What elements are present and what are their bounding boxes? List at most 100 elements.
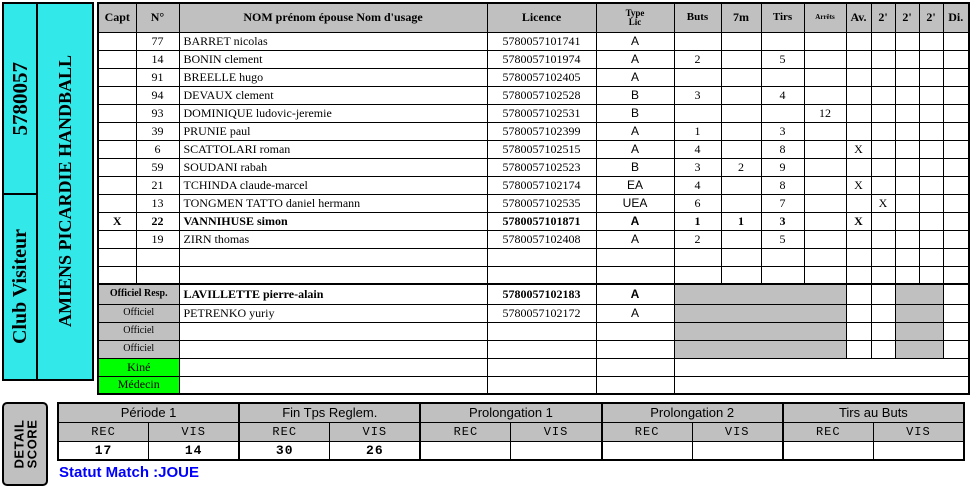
cell-licence: 5780057102405	[486, 67, 597, 87]
score-period-header-row: Période 1 Fin Tps Reglem. Prolongation 1 Pr…	[57, 402, 965, 423]
cell-p2b	[894, 175, 920, 195]
cell-av	[845, 193, 872, 213]
score-col-vis: VIS	[691, 421, 784, 442]
cell-di	[942, 31, 970, 51]
official-row: Officiel Resp. LAVILLETTE pierre-alain 578…	[97, 283, 970, 305]
cell-buts: 3	[673, 85, 722, 105]
score-value-rec: 30	[238, 440, 331, 461]
cell-buts: 1	[673, 121, 722, 141]
cell-di	[942, 49, 970, 69]
cell-di	[942, 85, 970, 105]
cell-tirs	[760, 103, 805, 123]
cell-av	[845, 283, 872, 305]
cell-p2c	[918, 247, 944, 267]
player-row: 19 ZIRN thomas 5780057102408 A 2 5	[97, 229, 970, 249]
cell-av	[845, 339, 872, 359]
cell-m7	[720, 49, 762, 69]
stats-blocked-cell	[673, 283, 847, 305]
club-name: AMIENS PICARDIE HANDBALL	[54, 55, 75, 328]
cell-type: A	[595, 31, 675, 51]
score-value-vis	[510, 440, 603, 461]
cell-num: 39	[135, 121, 180, 141]
cell-capt	[97, 121, 137, 141]
cell-name: SCATTOLARI roman	[178, 139, 488, 159]
cell-tirs: 4	[760, 85, 805, 105]
cell-p2c	[918, 229, 944, 249]
cell-buts: 1	[673, 211, 722, 231]
score-recvis-header-row: REC VIS REC VIS REC VIS REC VIS REC VIS	[57, 421, 965, 442]
cell-num: 77	[135, 31, 180, 51]
score-value-rec: 17	[57, 440, 150, 461]
cell-num: 6	[135, 139, 180, 159]
score-col-rec: REC	[238, 421, 331, 442]
cell-name	[178, 321, 488, 341]
cell-di	[942, 339, 970, 359]
col-header-av: Av.	[845, 2, 872, 33]
cell-num: 93	[135, 103, 180, 123]
cell-p2b	[894, 103, 920, 123]
cell-licence	[486, 357, 597, 377]
club-code-cell: 5780057	[2, 2, 38, 195]
cell-name: ZIRN thomas	[178, 229, 488, 249]
cell-num	[135, 247, 180, 267]
cell-licence	[486, 321, 597, 341]
score-value-rec	[600, 440, 693, 461]
cell-type: A	[595, 67, 675, 87]
cell-arrets	[803, 247, 847, 267]
cell-licence: 5780057101974	[486, 49, 597, 69]
cell-type: A	[595, 303, 675, 323]
cell-p2a	[870, 247, 896, 267]
cell-p2a: X	[870, 193, 896, 213]
score-detail-table: Période 1 Fin Tps Reglem. Prolongation 1 Pr…	[57, 402, 965, 461]
cell-licence	[486, 247, 597, 267]
cell-p2a	[870, 303, 896, 323]
score-values-row: 17 14 30 26	[57, 440, 965, 461]
cell-av	[845, 49, 872, 69]
cell-type: A	[595, 121, 675, 141]
cell-arrets	[803, 265, 847, 285]
cell-di	[942, 265, 970, 285]
cell-licence: 5780057102183	[486, 283, 597, 305]
cell-m7: 1	[720, 211, 762, 231]
cell-licence	[486, 375, 597, 395]
cell-m7	[720, 229, 762, 249]
cell-tirs	[760, 31, 805, 51]
cell-arrets	[803, 175, 847, 195]
cell-name	[178, 265, 488, 285]
cell-type: B	[595, 103, 675, 123]
cell-num: 21	[135, 175, 180, 195]
cell-licence: 5780057101871	[486, 211, 597, 231]
cell-m7	[720, 85, 762, 105]
cell-p2b	[894, 121, 920, 141]
cell-di	[942, 103, 970, 123]
cell-arrets	[803, 49, 847, 69]
official-row: Officiel PETRENKO yuriy 5780057102172 A	[97, 303, 970, 323]
score-period-header: Tirs au Buts	[781, 402, 965, 423]
cell-av: X	[845, 139, 872, 159]
cell-type	[595, 247, 675, 267]
cell-num: 19	[135, 229, 180, 249]
cell-p2a	[870, 49, 896, 69]
cell-di	[942, 139, 970, 159]
col-header-type: Type Lic	[595, 2, 675, 33]
cell-licence: 5780057102531	[486, 103, 597, 123]
cell-tirs: 5	[760, 49, 805, 69]
cell-arrets	[803, 139, 847, 159]
cell-type: A	[595, 211, 675, 231]
cell-p2c	[918, 157, 944, 177]
cell-type: EA	[595, 175, 675, 195]
cell-name: LAVILLETTE pierre-alain	[178, 283, 488, 305]
cell-av: X	[845, 175, 872, 195]
cell-licence: 5780057102528	[486, 85, 597, 105]
cell-capt	[97, 265, 137, 285]
cell-p2c	[918, 31, 944, 51]
cell-capt	[97, 31, 137, 51]
cell-tirs: 5	[760, 229, 805, 249]
cell-type: A	[595, 283, 675, 305]
cell-name: TCHINDA claude-marcel	[178, 175, 488, 195]
cell-di	[942, 303, 970, 323]
cell-buts	[673, 31, 722, 51]
cell-av	[845, 303, 872, 323]
cell-capt	[97, 193, 137, 213]
cell-type	[595, 321, 675, 341]
